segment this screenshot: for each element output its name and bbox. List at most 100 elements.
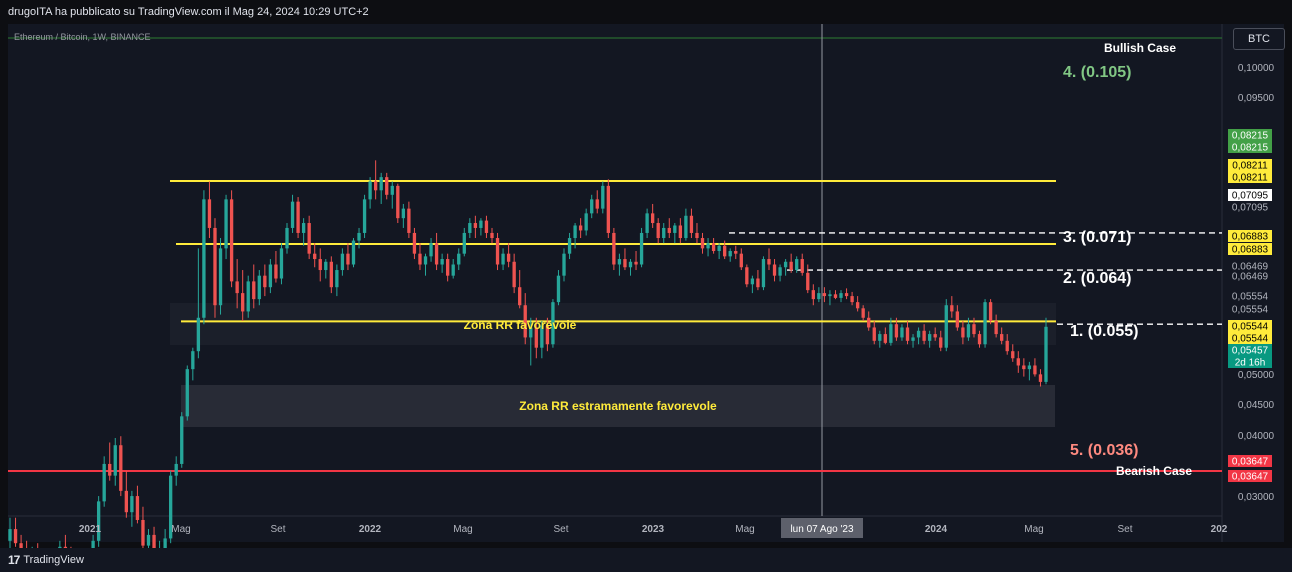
candle: [307, 215, 311, 260]
candle: [861, 305, 865, 321]
candle: [196, 248, 201, 359]
candle: [817, 287, 821, 303]
candle-body: [135, 496, 140, 520]
price-label-box: [1228, 201, 1272, 213]
candle-body: [423, 256, 428, 265]
y-axis: 0,10000 0,09500 0,05000 0,04500 0,04000 0,030…: [1238, 63, 1275, 503]
candle-body: [750, 278, 755, 285]
candle-body: [1022, 365, 1026, 370]
candle-body: [988, 302, 993, 321]
candle-body: [1033, 365, 1037, 375]
candle: [750, 275, 755, 294]
candle-body: [711, 243, 716, 252]
candle-body: [429, 243, 433, 257]
candle: [152, 526, 156, 548]
candle-body: [601, 185, 605, 209]
tradingview-logo-text: TradingView: [23, 554, 84, 566]
candle-body: [617, 259, 622, 265]
candle: [163, 529, 167, 548]
candle: [529, 317, 533, 366]
candle: [983, 299, 987, 348]
x-tick-label: Set: [553, 524, 568, 535]
candle: [900, 324, 904, 341]
candle-body: [789, 261, 793, 271]
candle: [567, 232, 572, 260]
candle-body: [58, 546, 62, 548]
candle: [340, 248, 345, 276]
price-label-text: 0,08211: [1232, 161, 1268, 172]
candle-body: [1011, 351, 1015, 359]
price-label-box: [1228, 290, 1272, 302]
zone-very-favorable-label: Zona RR estramamente favorevole: [519, 399, 717, 413]
candle-body: [257, 275, 261, 300]
candle-body: [878, 334, 882, 341]
candle-body: [867, 317, 871, 328]
price-label-text: 0,05554: [1232, 292, 1269, 303]
candle: [767, 248, 771, 271]
candle-body: [922, 330, 926, 341]
tradingview-logo[interactable]: 17 TradingView: [8, 553, 84, 567]
candle-body: [296, 201, 300, 233]
candle: [180, 412, 184, 468]
x-tick-label: 2023: [642, 524, 665, 535]
candle: [662, 223, 666, 244]
candle-body: [169, 475, 173, 539]
candle: [878, 330, 882, 348]
candle: [479, 218, 483, 236]
candle-body: [124, 490, 129, 513]
x-tick-label: Set: [270, 524, 285, 535]
candle-body: [468, 223, 472, 233]
candle-body: [540, 325, 544, 348]
candle: [119, 436, 123, 497]
candle-body: [8, 529, 12, 541]
price-chart[interactable]: Ethereum / Bitcoin, 1W, BINANCE Bullish …: [0, 0, 1292, 548]
candle: [1016, 351, 1020, 373]
candle: [606, 179, 610, 239]
candle: [617, 253, 622, 276]
candle-body: [351, 240, 356, 265]
candle: [484, 215, 489, 239]
candle: [268, 259, 273, 294]
candle: [562, 248, 566, 282]
candle-body: [512, 261, 516, 288]
candle-body: [883, 334, 887, 343]
candle-body: [534, 327, 538, 348]
bullish-case-label: Bullish Case: [1104, 41, 1176, 55]
candle-body: [506, 253, 511, 262]
candle-body: [146, 534, 151, 546]
candle-body: [684, 215, 688, 239]
candle-body: [783, 261, 788, 268]
candle-body: [939, 337, 943, 348]
candle-body: [385, 177, 389, 195]
candle-body: [451, 264, 455, 276]
candle: [850, 291, 854, 306]
candle-body: [927, 334, 932, 341]
candle-body: [318, 259, 322, 271]
candle: [58, 540, 62, 548]
candle: [590, 194, 594, 219]
candle-body: [19, 543, 23, 548]
candle-body: [279, 248, 284, 279]
candle-body: [689, 215, 694, 233]
candle-body: [252, 281, 256, 300]
candle-body: [13, 529, 18, 544]
candle: [678, 218, 683, 244]
candle: [468, 218, 472, 239]
candle: [501, 248, 505, 271]
candle: [723, 240, 727, 260]
candle: [933, 327, 937, 341]
y-tick-label: 0,03000: [1238, 492, 1275, 503]
candle-body: [457, 253, 461, 265]
candle-body: [412, 232, 417, 254]
candle: [213, 218, 217, 318]
currency-button[interactable]: BTC: [1233, 28, 1285, 50]
price-label-box: [1228, 455, 1272, 467]
candle-body: [590, 199, 594, 214]
candle-body: [551, 302, 555, 345]
candle: [318, 248, 322, 282]
candle: [412, 227, 417, 260]
x-tick-label: Mag: [453, 524, 472, 535]
y-tick-label: 0,05000: [1238, 370, 1275, 381]
candle: [734, 245, 738, 260]
candle: [556, 270, 561, 306]
